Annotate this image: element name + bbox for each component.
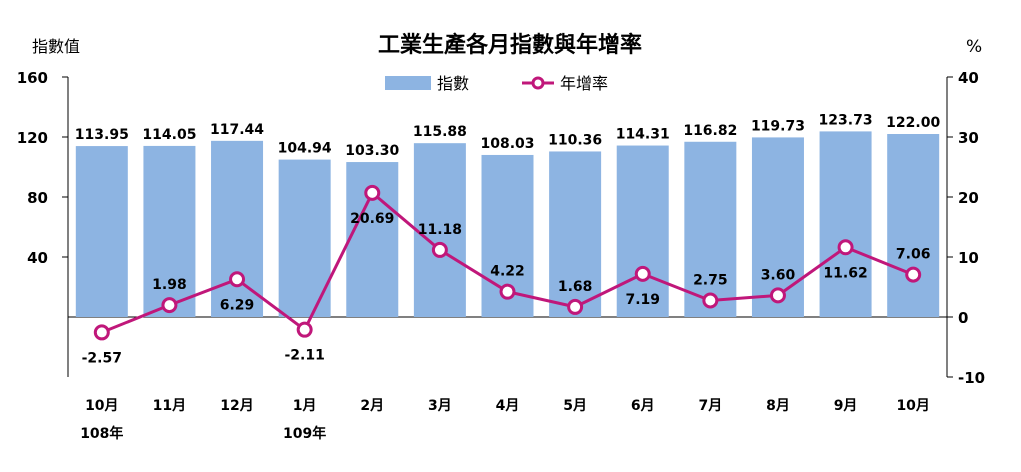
right-axis-tick-label: 30 [958, 129, 979, 147]
bar-value-label: 103.30 [345, 143, 399, 159]
x-axis-category-label: 12月 [220, 398, 253, 414]
bar [887, 134, 940, 317]
left-axis-title: 指數值 [32, 37, 80, 56]
left-axis-tick-label: 80 [27, 189, 48, 207]
growth-value-label: 3.60 [761, 267, 796, 283]
x-axis-category-label: 1月 [293, 398, 317, 414]
growth-value-label: -2.11 [284, 348, 324, 364]
x-axis-category-label: 10月 [896, 398, 929, 414]
left-axis-tick-label: 120 [17, 129, 48, 147]
x-axis-category-label: 8月 [766, 398, 790, 414]
x-axis-category-label: 2月 [360, 398, 384, 414]
bar-value-label: 122.00 [886, 115, 940, 131]
growth-point [161, 297, 178, 314]
left-axis-tick-label: 160 [17, 69, 48, 87]
x-axis-category-label: 3月 [428, 398, 452, 414]
growth-point [229, 271, 246, 288]
right-axis-tick-label: 40 [958, 69, 979, 87]
growth-value-label: 11.18 [418, 222, 462, 238]
bar [751, 137, 804, 317]
bar [143, 145, 196, 317]
legend-line-marker [531, 76, 545, 90]
right-axis-tick-label: -10 [958, 369, 985, 387]
bar-value-label: 115.88 [413, 124, 467, 140]
growth-point [702, 292, 719, 309]
x-axis-category-label: 5月 [563, 398, 587, 414]
growth-point [431, 241, 448, 258]
bar [413, 143, 466, 317]
bar-value-label: 119.73 [751, 118, 805, 134]
x-axis-category-label: 9月 [834, 398, 858, 414]
right-axis-title: % [966, 37, 982, 57]
growth-value-label: 7.06 [896, 247, 931, 263]
right-axis-tick-label: 10 [958, 249, 979, 267]
growth-value-label: 6.29 [220, 297, 255, 313]
growth-value-label: 11.62 [823, 265, 867, 281]
growth-point [499, 283, 516, 300]
growth-value-label: 7.19 [625, 292, 660, 308]
bar-value-label: 113.95 [75, 127, 129, 143]
x-axis-category-label: 7月 [698, 398, 722, 414]
growth-point [567, 298, 584, 315]
growth-value-label: -2.57 [82, 350, 122, 366]
bar-value-label: 123.73 [819, 112, 873, 128]
legend-bar-label: 指數 [437, 74, 469, 93]
growth-value-label: 1.68 [558, 279, 593, 295]
bar [211, 140, 264, 317]
bar-value-label: 114.31 [616, 127, 670, 143]
growth-point [769, 287, 786, 304]
growth-point [364, 184, 381, 201]
x-axis-year-label: 109年 [283, 425, 326, 442]
growth-point [296, 321, 313, 338]
chart-title: 工業生產各月指數與年增率 [378, 32, 642, 58]
bar-value-label: 110.36 [548, 132, 602, 148]
growth-value-label: 1.98 [152, 277, 187, 293]
bar-value-label: 114.05 [142, 127, 196, 143]
bar [684, 141, 737, 317]
right-axis-tick-label: 0 [958, 309, 968, 327]
growth-point [93, 324, 110, 341]
right-axis-tick-label: 20 [958, 189, 979, 207]
growth-value-label: 2.75 [693, 273, 728, 289]
bar-value-label: 116.82 [683, 123, 737, 139]
x-axis-year-label: 108年 [80, 425, 123, 442]
left-axis-tick-label: 40 [27, 249, 48, 267]
x-axis-category-label: 4月 [496, 398, 520, 414]
legend-line-label: 年增率 [560, 74, 608, 93]
bar-value-label: 104.94 [278, 141, 332, 157]
bar-value-label: 108.03 [480, 136, 534, 152]
growth-point [837, 239, 854, 256]
x-axis-category-label: 6月 [631, 398, 655, 414]
growth-point [634, 265, 651, 282]
bar [616, 145, 669, 317]
bar [549, 151, 602, 317]
growth-point [905, 266, 922, 283]
growth-value-label: 20.69 [350, 211, 394, 227]
growth-value-label: 4.22 [490, 264, 525, 280]
bar-value-label: 117.44 [210, 122, 264, 138]
bar [75, 146, 128, 317]
x-axis-category-label: 11月 [153, 398, 186, 414]
bar [819, 131, 872, 317]
bar [278, 159, 331, 317]
legend-bar-swatch [385, 76, 431, 90]
x-axis-category-label: 10月 [85, 398, 118, 414]
